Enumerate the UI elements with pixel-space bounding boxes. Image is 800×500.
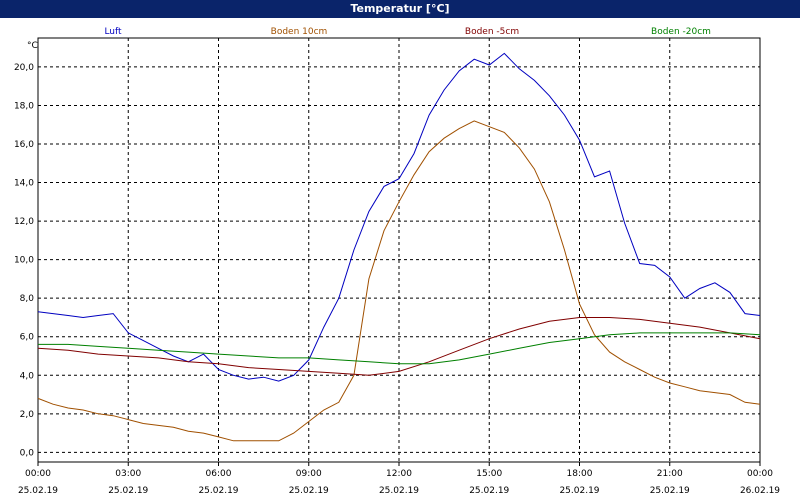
x-tick-time: 21:00: [657, 469, 683, 479]
y-tick-label: 16,0: [14, 140, 34, 150]
chart-title: Temperatur [°C]: [0, 0, 800, 18]
series-lines: [37, 52, 761, 442]
x-tick-date: 25.02.19: [198, 486, 238, 496]
y-axis-unit: °C: [27, 41, 38, 51]
legend-entry: Boden -20cm: [651, 27, 711, 37]
y-tick-label: 4,0: [20, 371, 35, 381]
y-tick-label: 12,0: [14, 217, 34, 227]
y-tick-label: 0,0: [20, 448, 35, 458]
x-tick-time: 18:00: [567, 469, 593, 479]
grid: [38, 38, 760, 462]
x-tick-time: 00:00: [747, 469, 773, 479]
series-line: [37, 317, 761, 376]
x-tick-date: 25.02.19: [18, 486, 58, 496]
x-tick-time: 09:00: [296, 469, 322, 479]
x-tick-time: 15:00: [476, 469, 502, 479]
x-tick-time: 03:00: [115, 469, 141, 479]
legend-entry: Luft: [104, 27, 122, 37]
series-line: [37, 52, 761, 382]
x-tick-date: 26.02.19: [740, 486, 780, 496]
x-axis: 00:00 25.02.19 03:00 25.02.19 06:00 25.02.19 0…: [18, 462, 780, 496]
y-tick-label: 8,0: [20, 294, 35, 304]
y-tick-label: 10,0: [14, 256, 34, 266]
x-tick-date: 25.02.19: [379, 486, 419, 496]
series-line: [37, 120, 761, 442]
y-axis: 0,0 2,0 4,0 6,0 8,0 10,0 12,0 14,0 16,0 18,0 20,0: [14, 63, 34, 458]
y-tick-label: 20,0: [14, 63, 34, 73]
y-tick-label: 2,0: [20, 410, 35, 420]
series-line: [38, 332, 761, 365]
y-tick-label: 6,0: [20, 333, 35, 343]
legend: Luft Boden 10cm Boden -5cm Boden -20cm: [104, 27, 711, 37]
x-tick-time: 06:00: [206, 469, 232, 479]
y-tick-label: 18,0: [14, 101, 34, 111]
y-tick-label: 14,0: [14, 179, 34, 189]
x-tick-date: 25.02.19: [108, 486, 148, 496]
x-tick-date: 25.02.19: [559, 486, 599, 496]
legend-entry: Boden 10cm: [271, 27, 328, 37]
x-tick-date: 25.02.19: [289, 486, 329, 496]
legend-entry: Boden -5cm: [465, 27, 519, 37]
temperature-chart: 0,02,04,06,08,010,012,014,016,018,020,0 …: [14, 27, 780, 496]
x-tick-date: 25.02.19: [469, 486, 509, 496]
x-tick-time: 12:00: [386, 469, 412, 479]
x-tick-date: 25.02.19: [650, 486, 690, 496]
x-tick-time: 00:00: [25, 469, 51, 479]
